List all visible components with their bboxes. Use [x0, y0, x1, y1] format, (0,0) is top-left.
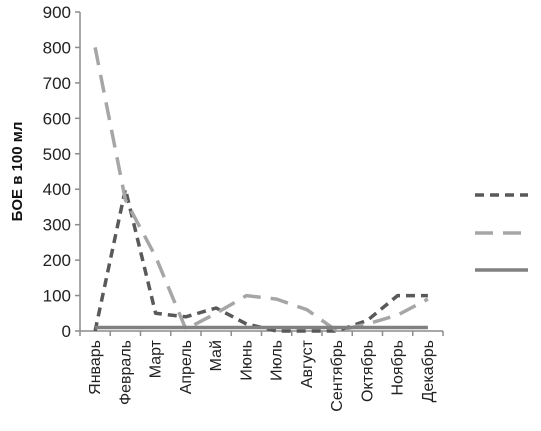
- y-axis-ticks: 0 100 200 300 400 500 600 700 800 900: [43, 3, 80, 341]
- x-tick-label: Март: [148, 339, 165, 378]
- y-tick-label: 0: [62, 322, 71, 341]
- x-tick-label: Декабрь: [420, 340, 437, 402]
- x-tick-label: Август: [299, 339, 316, 388]
- y-tick-label: 300: [43, 216, 71, 235]
- y-axis-label: БОЕ в 100 мл: [9, 122, 26, 222]
- legend: [475, 193, 528, 272]
- series-line-2: [93, 47, 429, 333]
- x-tick-label: Январь: [87, 340, 104, 395]
- x-tick-label: Октябрь: [359, 340, 376, 402]
- series-lines: [93, 47, 429, 333]
- x-tick-label: Июнь: [238, 340, 255, 381]
- x-tick-label: Апрель: [178, 340, 195, 394]
- y-tick-label: 400: [43, 180, 71, 199]
- y-tick-label: 700: [43, 74, 71, 93]
- y-tick-label: 100: [43, 287, 71, 306]
- x-tick-label: Июль: [269, 340, 286, 381]
- y-tick-label: 500: [43, 145, 71, 164]
- x-axis-ticks: Январь Февраль Март Апрель Май Июнь Июль Август…: [79, 331, 444, 412]
- x-tick-label: Май: [208, 340, 225, 371]
- x-tick-label: Февраль: [117, 340, 134, 405]
- y-tick-label: 200: [43, 251, 71, 270]
- y-tick-label: 900: [43, 3, 71, 22]
- y-tick-label: 800: [43, 38, 71, 57]
- x-tick-label: Ноябрь: [390, 340, 407, 396]
- series-line-1: [93, 187, 428, 333]
- x-tick-label: Сентябрь: [329, 340, 346, 412]
- y-tick-label: 600: [43, 109, 71, 128]
